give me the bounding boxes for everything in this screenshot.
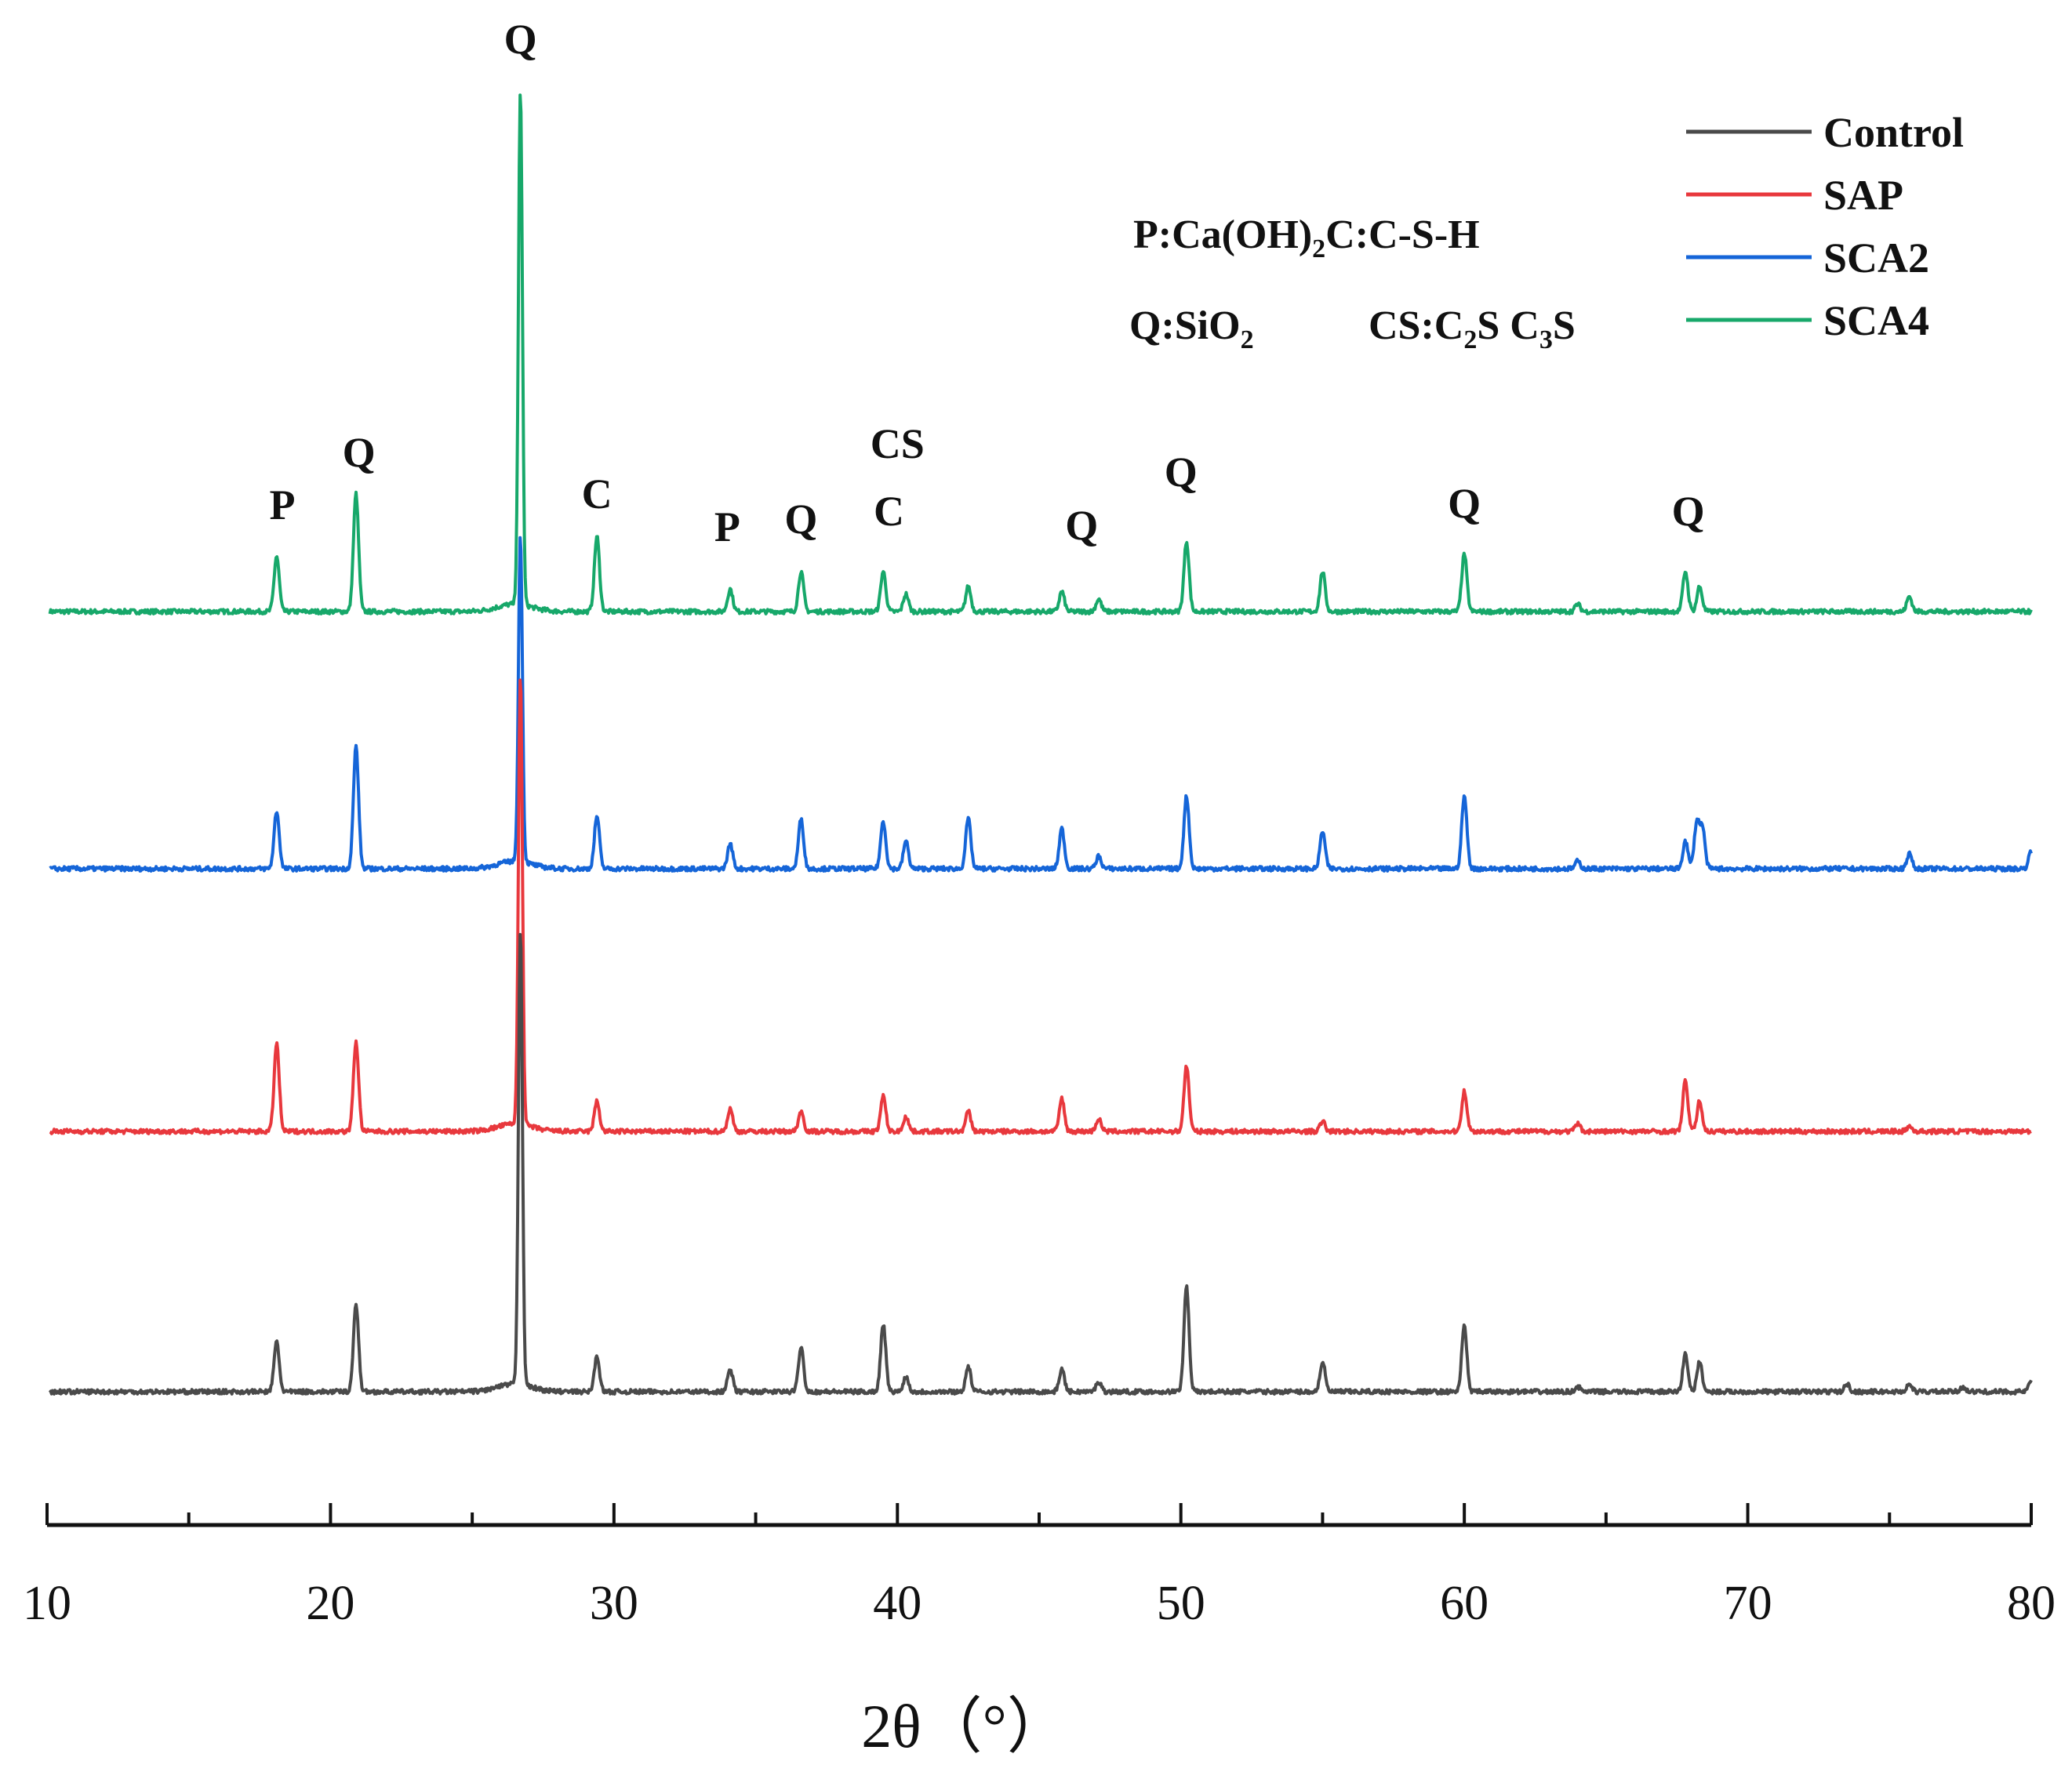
x-axis-title: 2θ（°） <box>861 1692 1068 1760</box>
phase-key-cs-sub1: 2 <box>1463 325 1477 354</box>
phase-key-p-prefix: P:Ca(OH) <box>1133 212 1312 257</box>
x-tick-label: 70 <box>1724 1577 1772 1630</box>
legend-label-sca4: SCA4 <box>1823 297 1929 344</box>
peak-label-p: P <box>269 481 295 528</box>
phase-key-cs-mid: S C <box>1477 303 1539 348</box>
phase-key-p-sub: 2 <box>1312 234 1325 263</box>
phase-key-q-prefix: Q:SiO <box>1129 303 1241 348</box>
series-line-sca4 <box>48 93 2033 615</box>
x-tick-label: 40 <box>873 1577 921 1630</box>
peak-label-c: C <box>874 488 904 535</box>
series-layer <box>48 93 2033 1396</box>
peak-label-q: Q <box>1165 448 1198 496</box>
x-tick-label: 60 <box>1440 1577 1489 1630</box>
phase-key-q-sub: 2 <box>1241 325 1254 354</box>
phase-key-cs-sub2: 3 <box>1539 325 1553 354</box>
series-line-sap <box>49 678 2032 1135</box>
phase-key-c-part: C:C-S-H <box>1325 212 1479 257</box>
legend-label-sap: SAP <box>1823 172 1903 219</box>
legend-label-sca2: SCA2 <box>1823 234 1929 281</box>
series-line-control <box>48 932 2033 1396</box>
legend: Control SAP SCA2 SCA4 <box>1686 109 1964 344</box>
peak-label-q: Q <box>504 16 537 63</box>
peak-label-p: P <box>714 503 740 550</box>
x-tick-label: 80 <box>2007 1577 2056 1630</box>
series-line-sca2 <box>49 536 2033 873</box>
phase-key-cs-prefix: CS:C <box>1369 303 1463 348</box>
phase-key-cs-suffix: S <box>1553 303 1576 348</box>
peak-label-q: Q <box>1065 502 1098 549</box>
peak-label-q: Q <box>343 429 376 476</box>
phase-key-q: Q:SiO2 <box>1129 303 1254 354</box>
x-ticks: 10 20 30 40 50 60 70 80 <box>23 1503 2056 1630</box>
peak-label-q: Q <box>1448 480 1481 527</box>
peak-label-q: Q <box>1672 488 1705 535</box>
phase-key-cs: CS:C2S C3S <box>1369 303 1576 354</box>
x-tick-label: 10 <box>23 1577 71 1630</box>
peak-label-q: Q <box>784 496 817 543</box>
legend-label-control: Control <box>1823 109 1964 156</box>
x-tick-label: 50 <box>1157 1577 1205 1630</box>
phase-key-line-1: P:Ca(OH)2C:C-S-H <box>1133 212 1480 263</box>
peak-label-c: C <box>582 470 613 517</box>
peak-label-cs: CS <box>871 420 925 467</box>
phase-key: P:Ca(OH)2C:C-S-H Q:SiO2 CS:C2S C3S <box>1129 212 1576 354</box>
x-tick-label: 20 <box>306 1577 354 1630</box>
x-tick-label: 30 <box>590 1577 638 1630</box>
